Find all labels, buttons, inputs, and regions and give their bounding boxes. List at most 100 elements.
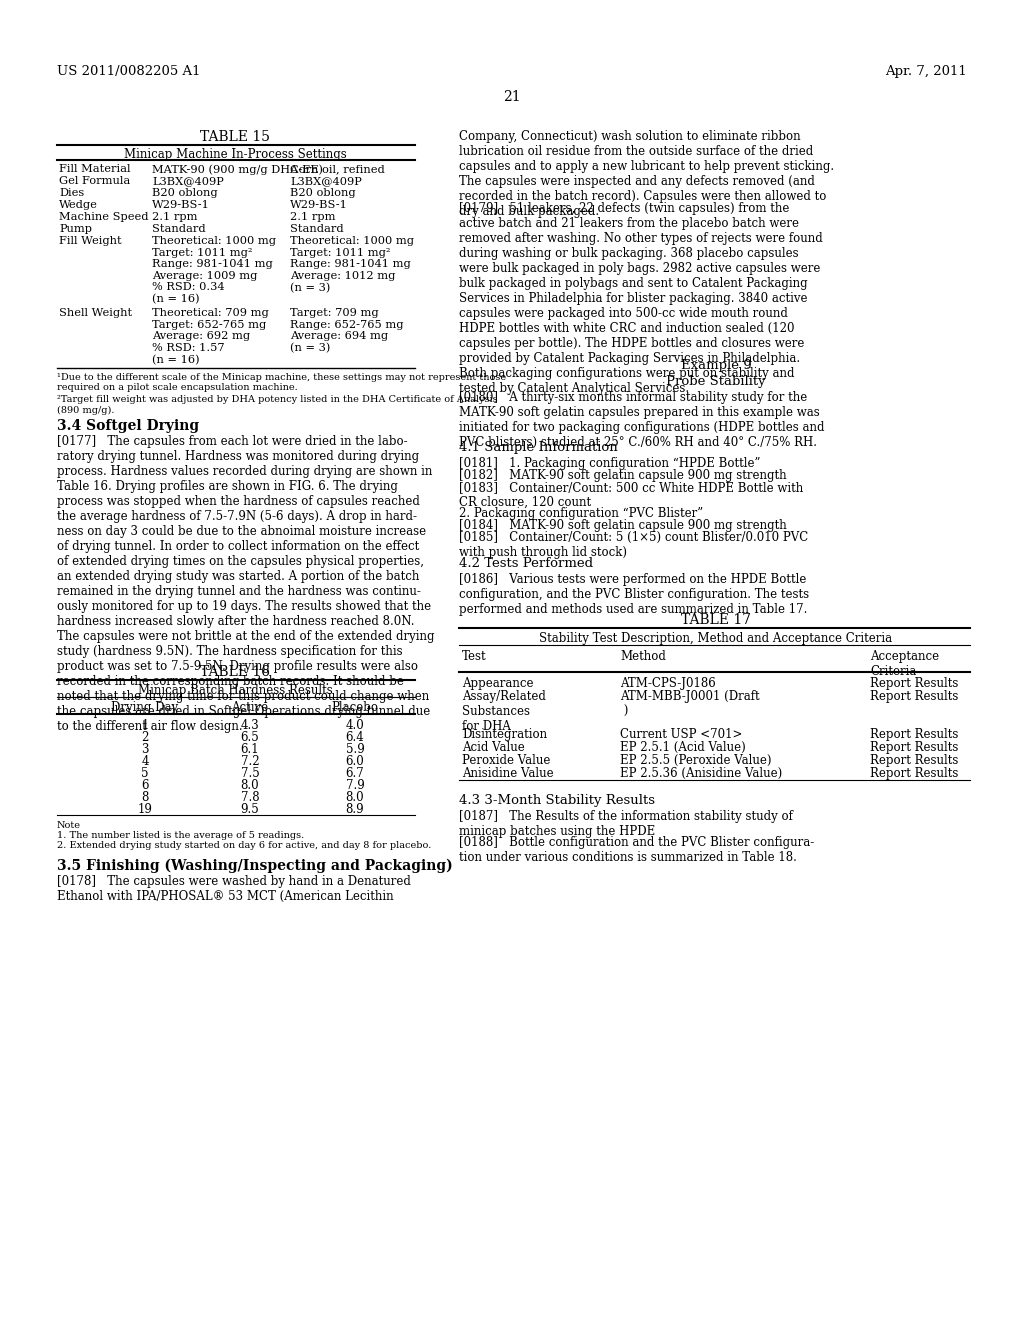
Text: Anisidine Value: Anisidine Value — [462, 767, 554, 780]
Text: Pump: Pump — [59, 224, 92, 234]
Text: 8.0: 8.0 — [346, 791, 365, 804]
Text: B20 oblong: B20 oblong — [152, 187, 218, 198]
Text: [0181]   1. Packaging configuration “HPDE Bottle”: [0181] 1. Packaging configuration “HPDE … — [459, 457, 761, 470]
Text: [0177]   The capsules from each lot were dried in the labo-
ratory drying tunnel: [0177] The capsules from each lot were d… — [57, 436, 434, 733]
Text: [0184]   MATK-90 soft gelatin capsule 900 mg strength: [0184] MATK-90 soft gelatin capsule 900 … — [459, 519, 786, 532]
Text: W29-BS-1: W29-BS-1 — [290, 201, 348, 210]
Text: Machine Speed: Machine Speed — [59, 213, 148, 222]
Text: Active: Active — [231, 701, 268, 714]
Text: L3BX@409P: L3BX@409P — [290, 176, 361, 186]
Text: Report Results: Report Results — [870, 754, 958, 767]
Text: 8: 8 — [141, 791, 148, 804]
Text: 6.1: 6.1 — [241, 743, 259, 756]
Text: Dies: Dies — [59, 187, 84, 198]
Text: L3BX@409P: L3BX@409P — [152, 176, 224, 186]
Text: Stability Test Description, Method and Acceptance Criteria: Stability Test Description, Method and A… — [540, 632, 893, 645]
Text: TABLE 16: TABLE 16 — [200, 665, 270, 678]
Text: 7.2: 7.2 — [241, 755, 259, 768]
Text: Report Results: Report Results — [870, 729, 958, 741]
Text: 3.5 Finishing (Washing/Inspecting and Packaging): 3.5 Finishing (Washing/Inspecting and Pa… — [57, 859, 453, 874]
Text: Appearance: Appearance — [462, 677, 534, 690]
Text: 8.9: 8.9 — [346, 803, 365, 816]
Text: [0187]   The Results of the information stability study of
minicap batches using: [0187] The Results of the information st… — [459, 810, 793, 838]
Text: 2. Extended drying study started on day 6 for active, and day 8 for placebo.: 2. Extended drying study started on day … — [57, 841, 431, 850]
Text: EP 2.5.36 (Anisidine Value): EP 2.5.36 (Anisidine Value) — [620, 767, 782, 780]
Text: 7.5: 7.5 — [241, 767, 259, 780]
Text: Wedge: Wedge — [59, 201, 98, 210]
Text: Peroxide Value: Peroxide Value — [462, 754, 550, 767]
Text: 19: 19 — [137, 803, 153, 816]
Text: Current USP <701>: Current USP <701> — [620, 729, 742, 741]
Text: 6.4: 6.4 — [346, 731, 365, 744]
Text: 4.2 Tests Performed: 4.2 Tests Performed — [459, 557, 593, 570]
Text: Method: Method — [620, 649, 666, 663]
Text: 2. Packaging configuration “PVC Blister”: 2. Packaging configuration “PVC Blister” — [459, 507, 703, 520]
Text: Assay/Related
Substances
for DHA: Assay/Related Substances for DHA — [462, 690, 546, 733]
Text: Acceptance
Criteria: Acceptance Criteria — [870, 649, 939, 678]
Text: 3.4 Softgel Drying: 3.4 Softgel Drying — [57, 418, 199, 433]
Text: 6.7: 6.7 — [346, 767, 365, 780]
Text: [0180]   A thirty-six months informal stability study for the
MATK-90 soft gelat: [0180] A thirty-six months informal stab… — [459, 391, 824, 449]
Text: Drying Day: Drying Day — [112, 701, 178, 714]
Text: 5: 5 — [141, 767, 148, 780]
Text: Company, Connecticut) wash solution to eliminate ribbon
lubrication oil residue : Company, Connecticut) wash solution to e… — [459, 129, 835, 218]
Text: TABLE 15: TABLE 15 — [200, 129, 270, 144]
Text: Probe Stability: Probe Stability — [667, 375, 766, 388]
Text: Theoretical: 1000 mg
Target: 1011 mg²
Range: 981-1041 mg
Average: 1009 mg
% RSD:: Theoretical: 1000 mg Target: 1011 mg² Ra… — [152, 236, 276, 305]
Text: ATM-CPS-J0186: ATM-CPS-J0186 — [620, 677, 716, 690]
Text: 1. The number listed is the average of 5 readings.: 1. The number listed is the average of 5… — [57, 832, 304, 840]
Text: [0179]   51 leakers, 22 defects (twin capsules) from the
active batch and 21 lea: [0179] 51 leakers, 22 defects (twin caps… — [459, 202, 822, 395]
Text: Corn oil, refined: Corn oil, refined — [290, 164, 385, 174]
Text: Fill Material: Fill Material — [59, 164, 130, 174]
Text: 6: 6 — [141, 779, 148, 792]
Text: 2.1 rpm: 2.1 rpm — [152, 213, 198, 222]
Text: 3: 3 — [141, 743, 148, 756]
Text: Theoretical: 709 mg
Target: 652-765 mg
Average: 692 mg
% RSD: 1.57
(n = 16): Theoretical: 709 mg Target: 652-765 mg A… — [152, 308, 268, 364]
Text: Gel Formula: Gel Formula — [59, 176, 130, 186]
Text: 6.5: 6.5 — [241, 731, 259, 744]
Text: [0188]   Bottle configuration and the PVC Blister configura-
tion under various : [0188] Bottle configuration and the PVC … — [459, 836, 814, 865]
Text: EP 2.5.5 (Peroxide Value): EP 2.5.5 (Peroxide Value) — [620, 754, 771, 767]
Text: Disintegration: Disintegration — [462, 729, 547, 741]
Text: 7.8: 7.8 — [241, 791, 259, 804]
Text: Minicap Machine In-Process Settings: Minicap Machine In-Process Settings — [124, 148, 346, 161]
Text: Example 9: Example 9 — [681, 359, 752, 372]
Text: Standard: Standard — [290, 224, 344, 234]
Text: 4.3 3-Month Stability Results: 4.3 3-Month Stability Results — [459, 795, 655, 807]
Text: Minicap Batch Hardness Results: Minicap Batch Hardness Results — [137, 684, 333, 697]
Text: Target: 709 mg
Range: 652-765 mg
Average: 694 mg
(n = 3): Target: 709 mg Range: 652-765 mg Average… — [290, 308, 403, 354]
Text: 4.3: 4.3 — [241, 719, 259, 733]
Text: ¹Due to the different scale of the Minicap machine, these settings may not repre: ¹Due to the different scale of the Minic… — [57, 374, 506, 392]
Text: Test: Test — [462, 649, 486, 663]
Text: [0182]   MATK-90 soft gelatin capsule 900 mg strength: [0182] MATK-90 soft gelatin capsule 900 … — [459, 469, 786, 482]
Text: 2.1 rpm: 2.1 rpm — [290, 213, 336, 222]
Text: 7.9: 7.9 — [346, 779, 365, 792]
Text: 9.5: 9.5 — [241, 803, 259, 816]
Text: Report Results: Report Results — [870, 690, 958, 704]
Text: [0178]   The capsules were washed by hand in a Denatured
Ethanol with IPA/PHOSAL: [0178] The capsules were washed by hand … — [57, 875, 411, 903]
Text: Report Results: Report Results — [870, 741, 958, 754]
Text: Report Results: Report Results — [870, 767, 958, 780]
Text: W29-BS-1: W29-BS-1 — [152, 201, 210, 210]
Text: 4: 4 — [141, 755, 148, 768]
Text: EP 2.5.1 (Acid Value): EP 2.5.1 (Acid Value) — [620, 741, 745, 754]
Text: 5.9: 5.9 — [346, 743, 365, 756]
Text: Report Results: Report Results — [870, 677, 958, 690]
Text: Note: Note — [57, 821, 81, 830]
Text: Theoretical: 1000 mg
Target: 1011 mg²
Range: 981-1041 mg
Average: 1012 mg
(n = 3: Theoretical: 1000 mg Target: 1011 mg² Ra… — [290, 236, 414, 293]
Text: 21: 21 — [503, 90, 521, 104]
Text: 2: 2 — [141, 731, 148, 744]
Text: MATK-90 (900 mg/g DHA-EE): MATK-90 (900 mg/g DHA-EE) — [152, 164, 323, 174]
Text: Acid Value: Acid Value — [462, 741, 524, 754]
Text: 6.0: 6.0 — [346, 755, 365, 768]
Text: TABLE 17: TABLE 17 — [681, 612, 751, 627]
Text: Placebo: Placebo — [332, 701, 379, 714]
Text: 4.1 Sample Information: 4.1 Sample Information — [459, 441, 617, 454]
Text: B20 oblong: B20 oblong — [290, 187, 355, 198]
Text: ²Target fill weight was adjusted by DHA potency listed in the DHA Certificate of: ²Target fill weight was adjusted by DHA … — [57, 395, 498, 414]
Text: [0185]   Container/Count: 5 (1×5) count Blister/0.010 PVC
with push through lid : [0185] Container/Count: 5 (1×5) count Bl… — [459, 531, 808, 558]
Text: Apr. 7, 2011: Apr. 7, 2011 — [886, 65, 967, 78]
Text: Standard: Standard — [152, 224, 206, 234]
Text: [0186]   Various tests were performed on the HPDE Bottle
configuration, and the : [0186] Various tests were performed on t… — [459, 573, 809, 616]
Text: 8.0: 8.0 — [241, 779, 259, 792]
